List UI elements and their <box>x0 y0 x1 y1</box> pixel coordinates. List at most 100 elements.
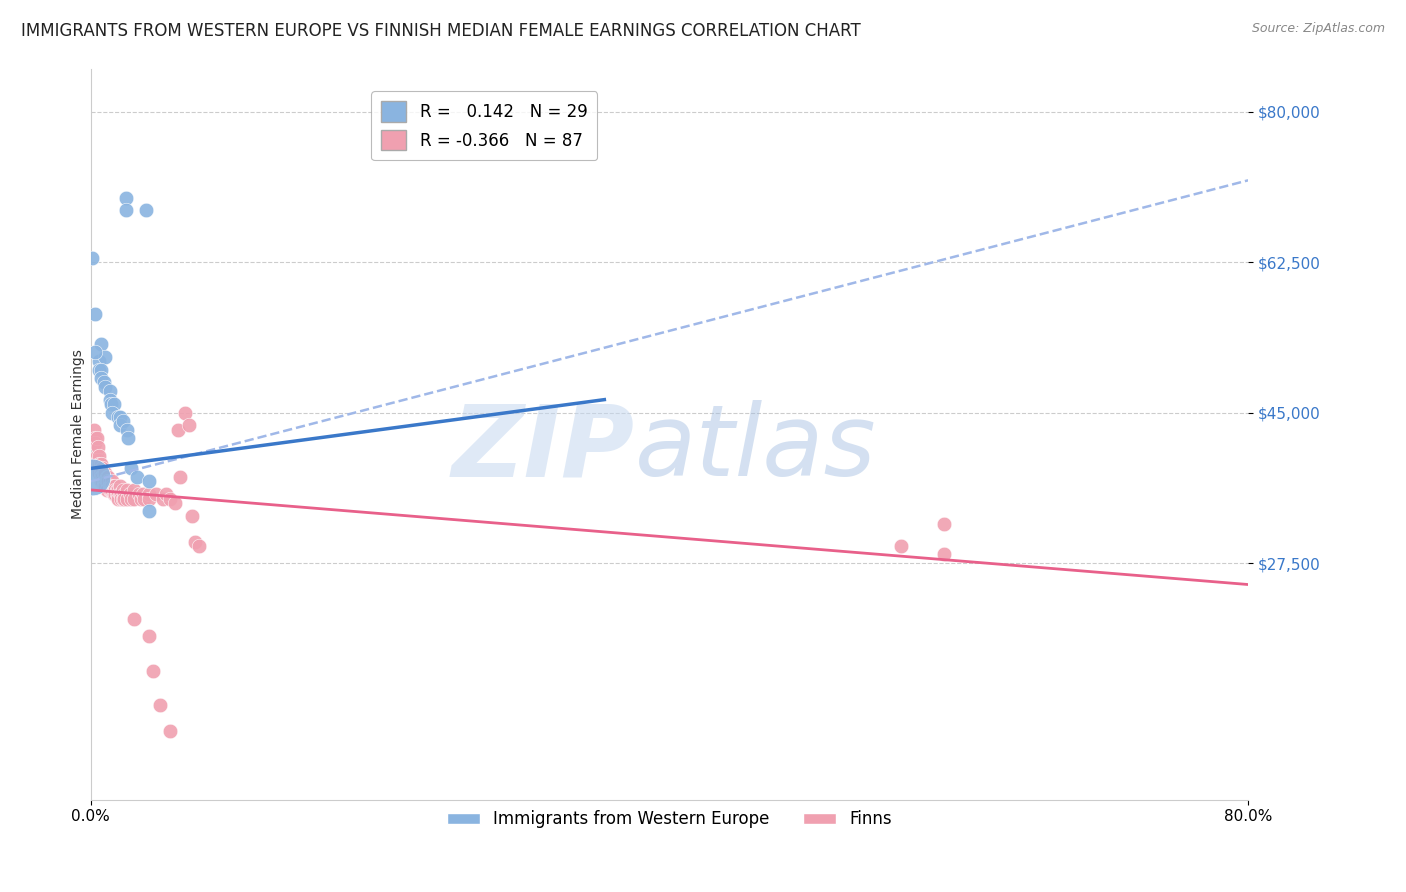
Point <box>93 376 115 390</box>
Point <box>98 483 121 497</box>
Point <box>105 483 128 497</box>
Point <box>84 435 107 450</box>
Point <box>83 423 105 437</box>
Point <box>115 423 138 437</box>
Point <box>159 723 181 738</box>
Point <box>105 487 128 501</box>
Point <box>142 664 165 678</box>
Point <box>115 483 138 497</box>
Point <box>94 478 117 492</box>
Point <box>122 612 145 626</box>
Point <box>117 431 139 445</box>
Point <box>138 487 160 501</box>
Point <box>108 418 131 433</box>
Point <box>184 534 207 549</box>
Point <box>107 491 129 506</box>
Point <box>89 362 111 376</box>
Point <box>934 517 956 532</box>
Point <box>90 470 112 484</box>
Point <box>188 539 211 553</box>
Point <box>108 409 131 424</box>
Point <box>89 466 111 480</box>
Text: Source: ZipAtlas.com: Source: ZipAtlas.com <box>1251 22 1385 36</box>
Point <box>87 452 110 467</box>
Point <box>90 371 112 385</box>
Point <box>155 487 177 501</box>
Y-axis label: Median Female Earnings: Median Female Earnings <box>72 349 86 519</box>
Point <box>114 203 136 218</box>
Point <box>89 457 111 471</box>
Point <box>120 461 142 475</box>
Point <box>122 483 145 497</box>
Point <box>159 491 181 506</box>
Point <box>96 483 118 497</box>
Point <box>152 491 174 506</box>
Text: atlas: atlas <box>634 401 876 497</box>
Text: ZIP: ZIP <box>451 401 634 497</box>
Point <box>107 487 129 501</box>
Point <box>84 431 107 445</box>
Point <box>103 483 125 497</box>
Point <box>94 475 117 489</box>
Text: IMMIGRANTS FROM WESTERN EUROPE VS FINNISH MEDIAN FEMALE EARNINGS CORRELATION CHA: IMMIGRANTS FROM WESTERN EUROPE VS FINNIS… <box>21 22 860 40</box>
Point <box>120 491 142 506</box>
Point <box>96 470 118 484</box>
Point <box>115 491 138 506</box>
Point <box>110 487 132 501</box>
Point <box>103 487 125 501</box>
Point <box>104 487 127 501</box>
Point <box>112 487 135 501</box>
Point <box>90 475 112 489</box>
Point <box>169 470 191 484</box>
Point <box>107 409 129 424</box>
Point <box>145 487 167 501</box>
Point <box>135 203 157 218</box>
Point <box>122 491 145 506</box>
Point <box>96 475 118 489</box>
Point <box>98 478 121 492</box>
Point <box>90 457 112 471</box>
Point <box>110 491 132 506</box>
Point <box>138 504 160 518</box>
Point <box>87 440 110 454</box>
Point <box>91 461 114 475</box>
Point <box>93 478 115 492</box>
Point <box>934 548 956 562</box>
Point <box>108 487 131 501</box>
Point <box>111 414 134 428</box>
Point <box>87 461 110 475</box>
Point <box>101 475 124 489</box>
Point <box>89 354 111 368</box>
Point <box>104 483 127 497</box>
Point <box>91 475 114 489</box>
Point <box>97 470 120 484</box>
Point <box>132 487 155 501</box>
Point <box>84 345 107 359</box>
Point <box>82 470 104 484</box>
Point <box>94 380 117 394</box>
Point <box>98 384 121 398</box>
Point <box>84 307 107 321</box>
Point <box>97 475 120 489</box>
Point <box>93 466 115 480</box>
Point <box>94 350 117 364</box>
Point <box>173 405 195 419</box>
Point <box>82 251 104 265</box>
Point <box>112 491 135 506</box>
Point <box>107 483 129 497</box>
Point <box>90 336 112 351</box>
Point <box>86 431 108 445</box>
Point <box>86 449 108 463</box>
Point <box>118 487 141 501</box>
Point <box>101 405 124 419</box>
Point <box>98 392 121 407</box>
Point <box>128 487 150 501</box>
Point <box>181 508 204 523</box>
Point <box>100 483 122 497</box>
Point <box>108 478 131 492</box>
Point <box>114 190 136 204</box>
Legend: Immigrants from Western Europe, Finns: Immigrants from Western Europe, Finns <box>440 804 898 835</box>
Point <box>100 478 122 492</box>
Point <box>127 470 149 484</box>
Point <box>104 478 127 492</box>
